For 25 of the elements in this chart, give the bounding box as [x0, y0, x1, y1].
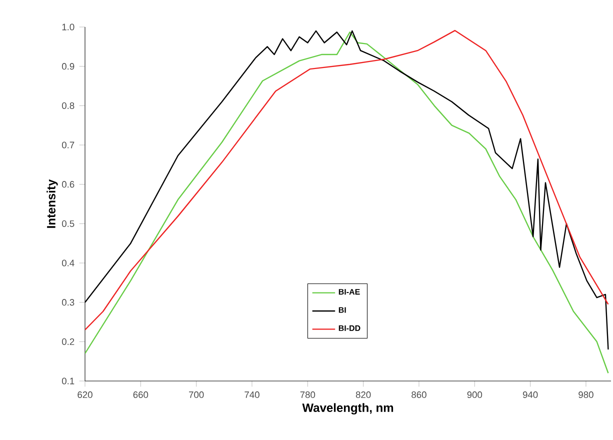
x-tick-label: 900 — [467, 391, 482, 398]
x-tick-label: 700 — [189, 391, 204, 398]
x-axis-title: Wavelength, nm — [302, 403, 394, 414]
x-tick-label: 860 — [412, 391, 426, 398]
y-tick-label: 0.9 — [62, 63, 74, 70]
y-tick-label: 0.6 — [62, 181, 74, 188]
y-tick-label: 0.5 — [62, 220, 74, 227]
y-tick-label: 0.4 — [62, 260, 74, 266]
legend-label: BI-AE — [338, 289, 360, 295]
x-tick-label: 780 — [300, 391, 316, 398]
x-tick-label: 820 — [356, 391, 371, 398]
x-tick-label: 980 — [578, 391, 594, 398]
x-tick-label: 940 — [522, 391, 538, 398]
legend-label: BI-DD — [338, 325, 360, 331]
x-tick-label: 740 — [244, 391, 260, 398]
x-tick-label: 620 — [78, 391, 92, 398]
y-tick-label: 0.7 — [62, 142, 74, 148]
y-tick-label: 0.3 — [62, 299, 74, 306]
y-axis-title: Intensity — [46, 179, 58, 228]
y-tick-label: 0.1 — [62, 378, 74, 384]
legend-label: BI — [338, 307, 346, 313]
y-tick-label: 1.0 — [62, 24, 74, 30]
y-tick-label: 0.8 — [62, 102, 74, 109]
y-tick-label: 0.2 — [62, 338, 74, 345]
x-tick-label: 660 — [133, 391, 148, 398]
